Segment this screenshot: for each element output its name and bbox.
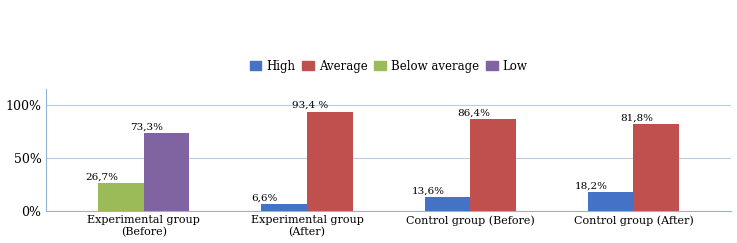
Bar bbox=[98, 183, 144, 211]
Bar bbox=[588, 192, 634, 211]
Text: 93,4 %: 93,4 % bbox=[293, 101, 329, 110]
Bar bbox=[144, 133, 189, 211]
Text: 73,3%: 73,3% bbox=[130, 122, 164, 131]
Text: 13,6%: 13,6% bbox=[411, 186, 444, 195]
Text: 81,8%: 81,8% bbox=[621, 113, 654, 122]
Text: 6,6%: 6,6% bbox=[251, 194, 278, 203]
Text: 26,7%: 26,7% bbox=[85, 172, 118, 181]
Bar bbox=[470, 119, 516, 211]
Bar bbox=[425, 197, 470, 211]
Text: 18,2%: 18,2% bbox=[575, 181, 608, 190]
Bar bbox=[261, 204, 307, 211]
Legend: High, Average, Below average, Low: High, Average, Below average, Low bbox=[245, 55, 532, 78]
Bar bbox=[307, 112, 353, 211]
Text: 86,4%: 86,4% bbox=[457, 109, 490, 118]
Bar bbox=[634, 124, 680, 211]
